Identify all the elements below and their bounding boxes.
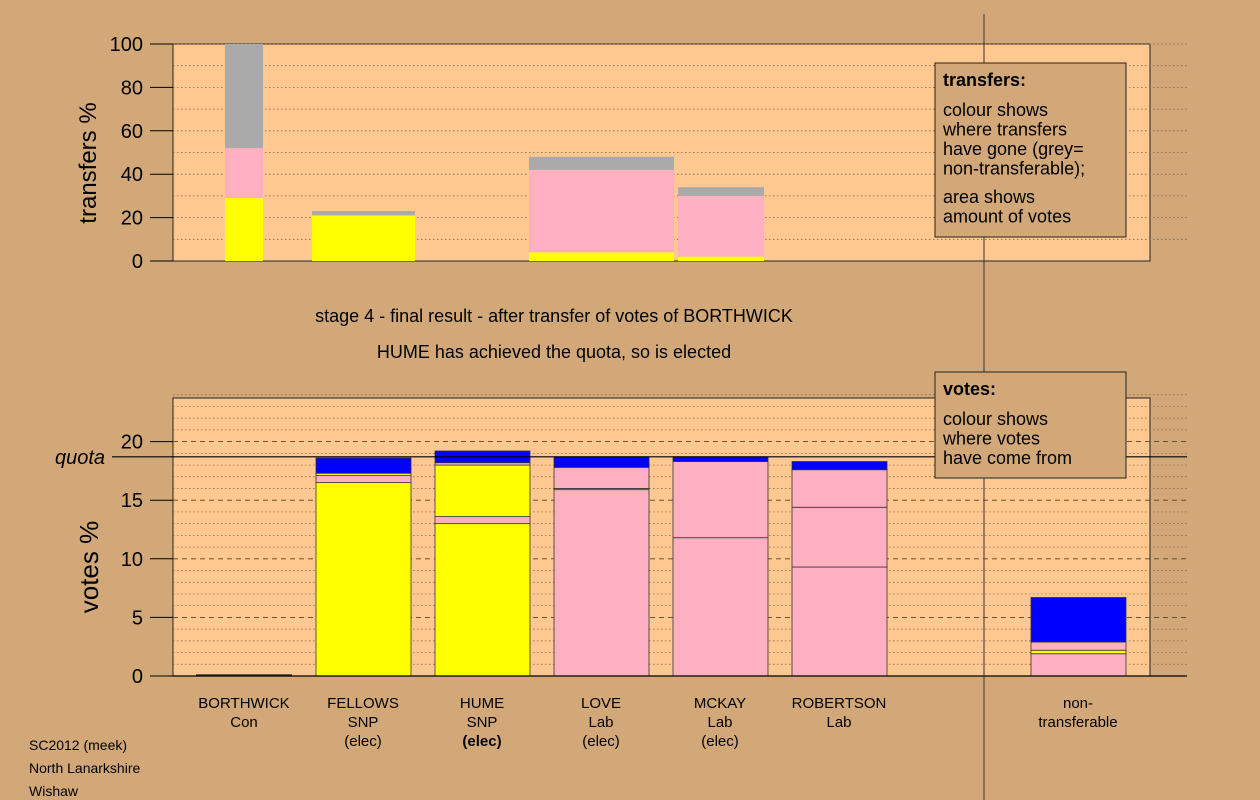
category-label-mckay: (elec) <box>701 733 739 750</box>
category-label-non: non- <box>1063 695 1093 712</box>
vote-bar-segment-non <box>1030 597 1127 643</box>
chart-title-line1: stage 4 - final result - after transfer … <box>315 306 793 326</box>
category-label-fellows: SNP <box>348 714 379 731</box>
transfer-bar-segment-fellows <box>312 211 415 216</box>
transfer-bar-segment-borthwick <box>225 44 263 149</box>
category-label-mckay: MCKAY <box>694 695 746 712</box>
footer-line-1: SC2012 (meek) <box>29 737 127 753</box>
transfer-bar-segment-love <box>529 252 674 261</box>
category-label-hume: HUME <box>460 695 504 712</box>
footer-line-2: North Lanarkshire <box>29 760 140 776</box>
category-label-love: LOVE <box>581 695 621 712</box>
vote-bar-segment-robertson <box>791 506 888 568</box>
category-label-borthwick: BORTHWICK <box>198 695 289 712</box>
vote-bar-segment-mckay <box>672 456 769 462</box>
vote-bar-segment-love <box>553 489 650 677</box>
vote-bar-segment-love <box>553 466 650 489</box>
vote-bar-segment-hume <box>434 516 531 525</box>
votes-tick-label: 0 <box>132 666 143 688</box>
votes-legend-title: votes: <box>943 379 996 399</box>
transfers-tick-label: 40 <box>121 164 143 186</box>
category-label-hume: (elec) <box>462 733 501 750</box>
footer: SC2012 (meek) North Lanarkshire Wishaw <box>29 737 140 799</box>
vote-bar-segment-mckay <box>672 461 769 539</box>
category-label-mckay: Lab <box>707 714 732 731</box>
footer-line-3: Wishaw <box>29 783 79 799</box>
votes-y-axis-label: votes % <box>74 521 104 614</box>
transfer-bar-segment-love <box>529 169 674 253</box>
transfer-bar-segment-borthwick <box>225 148 263 199</box>
transfers-legend: transfers: colour shows where transfers ha… <box>934 62 1127 238</box>
vote-bar-segment-hume <box>434 523 531 677</box>
votes-tick-label: 10 <box>121 549 143 571</box>
category-label-fellows: FELLOWS <box>327 695 399 712</box>
transfers-bars <box>225 44 764 261</box>
transfers-legend-title: transfers: <box>943 70 1026 90</box>
transfers-legend-text2: area shows amount of votes <box>943 187 1071 227</box>
votes-tick-label: 5 <box>132 607 143 629</box>
vote-bar-segment-robertson <box>791 469 888 508</box>
transfer-bar-segment-fellows <box>312 215 415 261</box>
votes-tick-label: 15 <box>121 490 143 512</box>
vote-bar-segment-fellows <box>315 475 412 484</box>
vote-bar-segment-mckay <box>672 537 769 677</box>
transfers-legend-text1: colour shows where transfers have gone (gr… <box>942 100 1085 179</box>
transfers-y-ticks: 0 20 40 60 80 100 <box>110 34 173 273</box>
transfer-bar-segment-mckay <box>678 195 764 257</box>
transfer-bar-segment-mckay <box>678 256 764 261</box>
transfers-tick-label: 0 <box>132 251 143 273</box>
quota-label: quota <box>55 447 105 469</box>
transfers-legend-box <box>934 62 1127 238</box>
vote-bar-segment-fellows <box>315 482 412 677</box>
votes-legend-box <box>934 371 1127 479</box>
vote-bar-segment-robertson <box>791 566 888 677</box>
transfers-tick-label: 80 <box>121 77 143 99</box>
category-label-non: transferable <box>1038 714 1117 731</box>
category-label-robertson: Lab <box>826 714 851 731</box>
transfer-bar-segment-mckay <box>678 187 764 196</box>
transfers-tick-label: 100 <box>110 34 143 56</box>
transfers-y-axis-label: transfers % <box>75 102 102 223</box>
vote-bar-segment-robertson <box>791 461 888 471</box>
category-label-hume: SNP <box>467 714 498 731</box>
votes-category-labels: BORTHWICK Con FELLOWS SNP (elec) HUME SNP (elec… <box>198 695 1117 750</box>
vote-bar-segment-hume <box>434 464 531 518</box>
vote-bar-segment-non <box>1030 641 1127 651</box>
category-label-love: (elec) <box>582 733 620 750</box>
vote-bar-segment-fellows <box>315 457 412 474</box>
votes-legend-text1: colour shows where votes have come from <box>942 409 1072 468</box>
category-label-robertson: ROBERTSON <box>792 695 887 712</box>
vote-bar-segment-love <box>553 456 650 468</box>
votes-y-ticks: 0 5 10 15 20 <box>121 432 173 688</box>
chart-title-line2: HUME has achieved the quota, so is elect… <box>377 342 731 362</box>
votes-tick-label: 20 <box>121 432 143 454</box>
transfer-bar-segment-love <box>529 156 674 170</box>
category-label-love: Lab <box>588 714 613 731</box>
vote-bar-segment-non <box>1030 653 1127 677</box>
category-label-borthwick: Con <box>230 714 258 731</box>
transfer-bar-segment-borthwick <box>225 198 263 261</box>
category-label-fellows: (elec) <box>344 733 382 750</box>
votes-legend: votes: colour shows where votes have come … <box>934 371 1127 479</box>
transfers-tick-label: 60 <box>121 121 143 143</box>
transfers-tick-label: 20 <box>121 208 143 230</box>
vote-bar-segment-non <box>1030 649 1127 655</box>
